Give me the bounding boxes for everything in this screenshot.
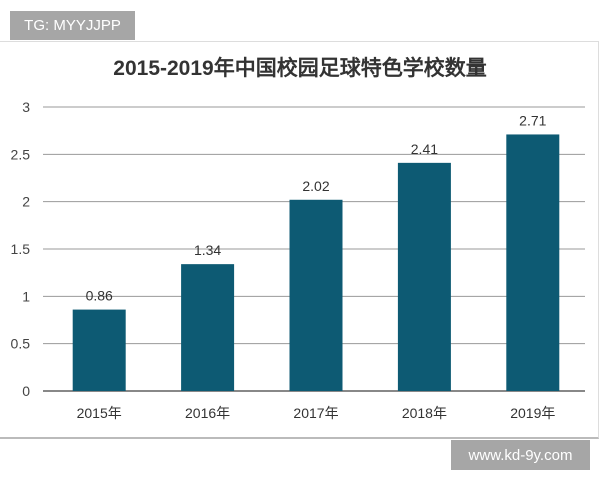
bar <box>289 199 343 391</box>
data-label: 2.41 <box>411 141 438 157</box>
bar <box>506 134 560 391</box>
y-tick-label: 3 <box>22 99 30 115</box>
x-tick-label: 2017年 <box>293 405 338 421</box>
x-tick-label: 2015年 <box>77 405 122 421</box>
data-label: 2.71 <box>519 112 546 128</box>
y-tick-label: 2 <box>22 194 30 210</box>
x-tick-label: 2018年 <box>402 405 447 421</box>
data-label: 1.34 <box>194 242 221 258</box>
data-label: 2.02 <box>302 178 329 194</box>
source-badge: TG: MYYJJPP <box>10 11 135 40</box>
y-tick-label: 0 <box>22 383 30 399</box>
y-tick-label: 1 <box>22 288 30 304</box>
bar <box>72 309 126 391</box>
y-tick-label: 2.5 <box>11 146 31 162</box>
chart-frame <box>0 41 599 439</box>
bar <box>397 162 451 391</box>
x-tick-label: 2019年 <box>510 405 555 421</box>
watermark-badge: www.kd-9y.com <box>451 440 590 470</box>
bar <box>181 264 235 391</box>
data-label: 0.86 <box>86 288 113 304</box>
x-tick-label: 2016年 <box>185 405 230 421</box>
y-tick-label: 1.5 <box>11 241 31 257</box>
chart-title: 2015-2019年中国校园足球特色学校数量 <box>113 57 487 80</box>
y-tick-label: 0.5 <box>11 336 31 352</box>
